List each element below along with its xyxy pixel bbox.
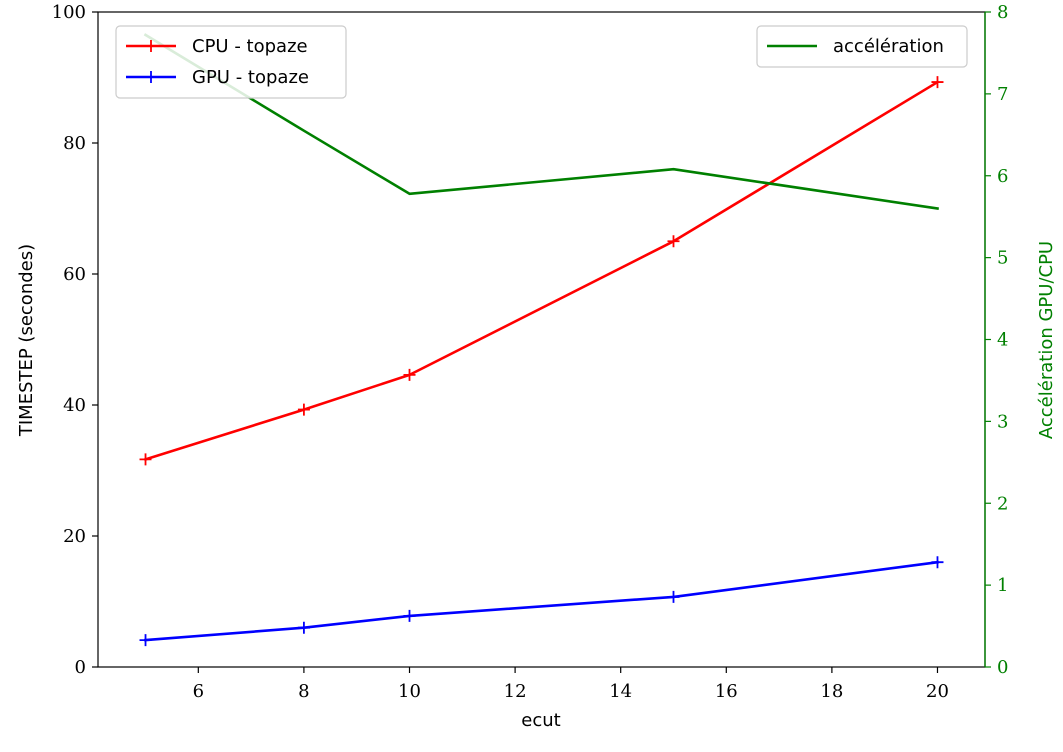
legend-box-1: [756, 25, 968, 68]
y-tick-label-0: 0: [75, 657, 86, 678]
x-axis-label: ecut: [521, 710, 560, 731]
y-axis-label: TIMESTEP (secondes): [16, 244, 37, 437]
x-tick-label-7: 20: [926, 681, 949, 702]
data-point-0-1: [297, 403, 310, 416]
x-tick-label-0: 6: [193, 681, 204, 702]
x-tick-label-3: 12: [504, 681, 527, 702]
x-tick-label-1: 8: [298, 681, 309, 702]
y2-tick-label-6: 6: [997, 166, 1008, 187]
legend-label-0-1: GPU - topaze: [192, 67, 309, 88]
data-point-0-2: [403, 368, 416, 381]
y2-tick-label-5: 5: [997, 248, 1008, 269]
data-point-0-0: [139, 453, 152, 466]
data-point-0-4: [931, 76, 944, 89]
y2-tick-label-8: 8: [997, 2, 1008, 23]
data-point-1-0: [139, 634, 152, 647]
x-tick-label-6: 18: [820, 681, 843, 702]
x-tick-label-5: 16: [715, 681, 738, 702]
data-point-1-4: [931, 556, 944, 569]
y-tick-label-5: 100: [52, 2, 86, 23]
series-line-2: [143, 33, 939, 210]
series-layer: [139, 33, 944, 647]
series-line-1: [144, 560, 939, 642]
y-tick-label-3: 60: [63, 264, 86, 285]
legend-layer: CPU - topaze GPU - topaze accélération: [115, 25, 968, 99]
y-tick-label-4: 80: [63, 133, 86, 154]
y2-tick-label-7: 7: [997, 84, 1008, 105]
y-tick-label-2: 40: [63, 395, 86, 416]
y2-tick-label-1: 1: [997, 575, 1008, 596]
y2-tick-label-3: 3: [997, 411, 1008, 432]
series-line-0: [143, 80, 940, 462]
data-point-1-2: [403, 609, 416, 622]
y-tick-label-1: 20: [63, 526, 86, 547]
data-point-1-3: [667, 590, 680, 603]
legend-marker-0-1: [145, 71, 157, 83]
legend-box-0: [115, 25, 347, 99]
plot-frame: [97, 11, 986, 668]
legend-label-0-0: CPU - topaze: [192, 36, 308, 57]
legend-marker-0-0: [145, 40, 157, 52]
legend-label-1-0: accélération: [833, 36, 944, 57]
y2-tick-label-4: 4: [997, 330, 1008, 351]
x-tick-label-2: 10: [398, 681, 421, 702]
y2-axis-label: Accélération GPU/CPU: [1036, 241, 1057, 439]
data-point-1-1: [297, 621, 310, 634]
data-point-0-3: [667, 235, 680, 248]
x-tick-label-4: 14: [609, 681, 632, 702]
y2-tick-label-0: 0: [997, 657, 1008, 678]
y2-tick-label-2: 2: [997, 493, 1008, 514]
